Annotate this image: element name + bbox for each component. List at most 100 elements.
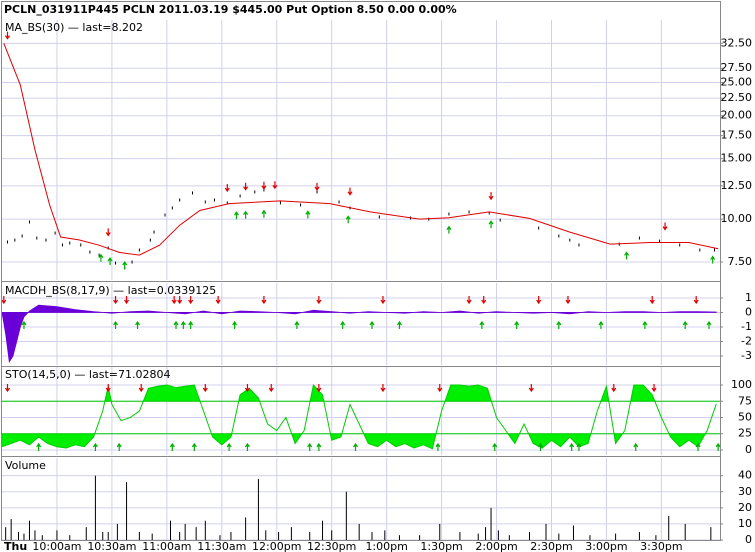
buy-signal xyxy=(340,320,346,329)
sell-signal xyxy=(316,384,322,393)
plot-layer: 10:00am 10:30am 11:00am 11:30am 12:00pm 12:30… xyxy=(1,20,753,552)
y-tick-label: 40 xyxy=(738,469,752,482)
y-tick-label: 20.00 xyxy=(721,109,753,122)
sell-signal xyxy=(224,183,230,193)
sell-signal xyxy=(380,296,386,305)
y-tick-label: 50 xyxy=(738,410,752,423)
buy-signal xyxy=(36,442,42,451)
y-tick-label: 10.00 xyxy=(721,212,753,225)
sell-signal xyxy=(138,384,144,393)
buy-signal xyxy=(353,442,359,451)
sell-signal xyxy=(113,296,119,305)
x-tick-label: 3:00pm xyxy=(585,540,627,552)
buy-signal xyxy=(682,320,688,329)
sell-signal xyxy=(1,296,7,305)
indicator-legend: Volume xyxy=(5,459,46,472)
buy-signal xyxy=(598,320,604,329)
sell-signal xyxy=(347,187,353,196)
indicator-legend: MA_BS(30) — last=8.202 xyxy=(5,21,143,34)
buy-signal xyxy=(576,442,582,451)
indicator-legend: MACDH_BS(8,17,9) — last=0.0339125 xyxy=(5,284,216,297)
buy-signal xyxy=(479,320,485,329)
x-tick-label: 10:00am xyxy=(32,540,81,552)
sell-signal xyxy=(314,182,320,191)
oversold-fill xyxy=(2,433,706,449)
buy-signal xyxy=(446,225,452,234)
sell-signal xyxy=(481,296,487,305)
sto-line xyxy=(1,383,717,450)
sell-signal xyxy=(380,384,386,393)
y-tick-label: -1 xyxy=(741,320,752,333)
buy-signal xyxy=(492,442,498,451)
y-tick-label: 0 xyxy=(745,305,752,318)
buy-signal xyxy=(122,261,128,270)
buy-signal xyxy=(488,220,494,229)
y-tick-label: -3 xyxy=(741,349,752,362)
x-tick-label: 2:30pm xyxy=(530,540,572,552)
y-tick-label: 12.50 xyxy=(721,179,753,192)
y-tick-label: 22.50 xyxy=(721,91,753,104)
sell-signal xyxy=(649,296,655,305)
histogram-area xyxy=(1,304,717,363)
sell-signal xyxy=(105,384,111,393)
buy-signal xyxy=(191,442,197,451)
buy-signal xyxy=(715,442,721,451)
buy-signal xyxy=(633,442,639,451)
buy-signal xyxy=(244,442,250,451)
chart-title: PCLN_031911P445 PCLN 2011.03.19 $445.00 … xyxy=(4,3,457,16)
day-label: Thu xyxy=(4,540,27,552)
y-tick-label: 20 xyxy=(738,501,752,514)
buy-signal xyxy=(169,442,175,451)
overbought-fill xyxy=(2,385,717,402)
x-tick-label: 11:30am xyxy=(197,540,246,552)
x-tick-label: 1:00pm xyxy=(365,540,407,552)
buy-signal xyxy=(307,442,313,451)
buy-signal xyxy=(556,320,562,329)
sell-signal xyxy=(202,384,208,393)
sell-signal xyxy=(124,296,130,305)
buy-signal xyxy=(538,442,543,451)
buy-signal xyxy=(261,209,267,218)
buy-signal xyxy=(135,320,141,329)
sell-signal xyxy=(651,384,657,393)
frame xyxy=(1,1,721,541)
sell-signal xyxy=(662,222,668,231)
buy-signal xyxy=(435,442,441,451)
sell-signal xyxy=(243,182,249,191)
x-tick-label: 2:00pm xyxy=(475,540,517,552)
x-tick-label: 12:30pm xyxy=(307,540,356,552)
buy-signal xyxy=(243,210,249,219)
x-tick-label: 3:30pm xyxy=(640,540,682,552)
y-tick-label: 7.50 xyxy=(728,255,753,268)
buy-signal xyxy=(113,320,119,329)
x-tick-label: 11:00am xyxy=(142,540,191,552)
buy-signal xyxy=(226,442,232,451)
indicator-legend: STO(14,5,0) — last=71.02804 xyxy=(5,368,170,381)
buy-signal xyxy=(642,320,648,329)
y-tick-label: 27.50 xyxy=(721,61,753,74)
y-tick-label: 30 xyxy=(738,485,752,498)
buy-signal xyxy=(624,251,630,260)
buy-signal xyxy=(369,320,375,329)
y-tick-label: 25.00 xyxy=(721,75,753,88)
sell-signal xyxy=(177,296,183,305)
buy-signal xyxy=(305,210,311,219)
buy-signal xyxy=(514,320,520,329)
buy-signal xyxy=(706,320,712,329)
sell-signal xyxy=(105,228,111,237)
buy-signal xyxy=(396,320,402,329)
buy-signal xyxy=(345,215,351,224)
buy-signal xyxy=(116,442,122,451)
y-tick-label: -2 xyxy=(741,334,752,347)
sell-signal xyxy=(215,296,221,305)
y-tick-label: 32.50 xyxy=(721,36,753,49)
sell-signal xyxy=(316,296,322,305)
sell-signal xyxy=(171,296,177,305)
buy-signal xyxy=(180,320,186,329)
y-tick-label: 10 xyxy=(738,517,752,530)
y-tick-label: 1 xyxy=(745,291,752,304)
sell-signal xyxy=(188,296,194,305)
sell-signal xyxy=(693,296,699,305)
sell-signal xyxy=(437,384,443,393)
